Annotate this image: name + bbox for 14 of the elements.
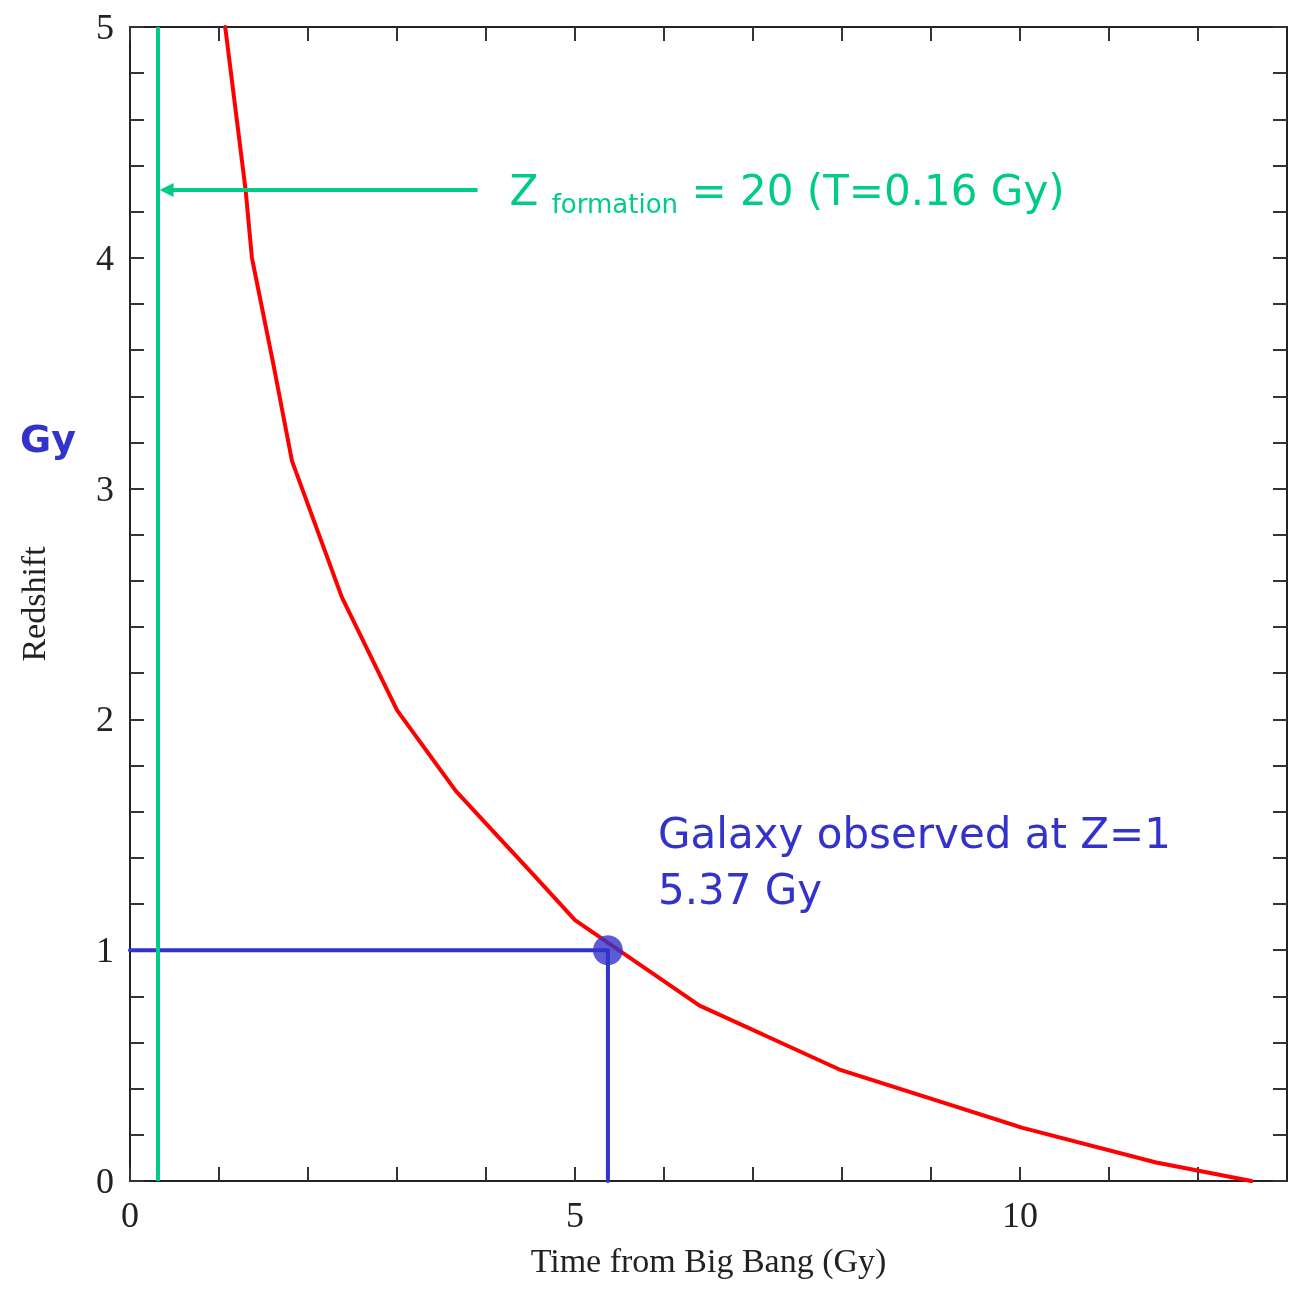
y-tick-label: 2 — [96, 699, 114, 740]
y-tick-label: 0 — [96, 1161, 114, 1201]
x-tick-label: 0 — [121, 1195, 139, 1235]
x-tick-label: 10 — [1002, 1195, 1038, 1235]
y-tick-label: 5 — [96, 7, 114, 47]
y-axis-title: Redshift — [14, 545, 52, 662]
y-tick-label: 1 — [96, 930, 114, 971]
y-tick-label: 3 — [96, 468, 114, 509]
text: Gy — [20, 417, 77, 461]
annotation: Galaxy observed at Z=1 5.37 Gy — [657, 808, 1171, 914]
x-axis-title: Time from Big Bang (Gy) — [530, 1241, 887, 1280]
x-tick-label: 5 — [566, 1195, 584, 1235]
annotation: Z formation = 20 (T=0.16 Gy) — [509, 165, 1065, 219]
y-tick-label: 4 — [96, 237, 114, 278]
